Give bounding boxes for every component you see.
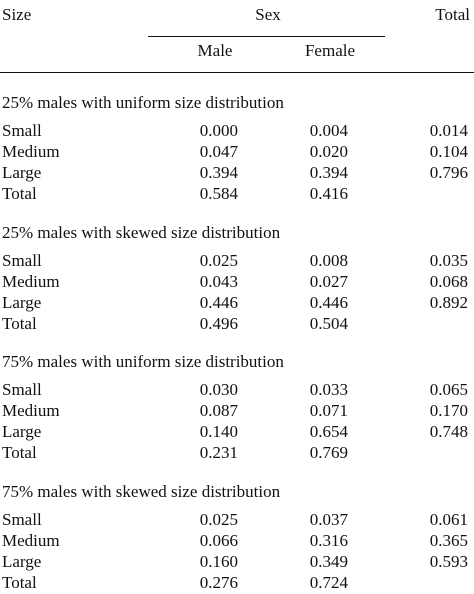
cell-value: 0.000 (199, 121, 238, 140)
cell-value: 0.316 (309, 531, 348, 551)
cell-value: 0.033 (309, 380, 348, 400)
row-label: Total (2, 573, 37, 593)
row-label: Small (2, 380, 42, 400)
female-header: Female (304, 41, 356, 60)
cell-value: 0.170 (429, 401, 468, 421)
row-label: Large (2, 422, 42, 442)
cell-value: 0.043 (199, 271, 238, 291)
section-title: 25% males with uniform size distribution (2, 93, 284, 112)
row-label: Large (2, 552, 42, 572)
cell-value: 0.584 (199, 184, 238, 203)
section-title: 75% males with uniform size distribution (2, 352, 284, 372)
cell-value: 0.071 (309, 401, 348, 421)
cell-value: 0.593 (429, 552, 468, 572)
cell-value: 0.769 (309, 443, 348, 463)
cell-value: 0.066 (199, 531, 238, 551)
cell-value: 0.504 (309, 313, 348, 333)
sex-rule (148, 36, 385, 37)
cell-value: 0.394 (199, 163, 238, 182)
cell-value: 0.349 (309, 552, 348, 572)
row-label: Small (2, 121, 42, 140)
cell-value: 0.446 (199, 292, 238, 312)
cell-value: 0.276 (199, 573, 238, 593)
cell-value: 0.027 (309, 271, 348, 291)
cell-value: 0.014 (429, 121, 468, 140)
cell-value: 0.020 (309, 142, 348, 161)
male-header: Male (197, 41, 233, 60)
cell-value: 0.025 (199, 510, 238, 530)
row-label: Medium (2, 142, 60, 161)
cell-value: 0.004 (309, 121, 348, 140)
row-label: Small (2, 510, 42, 530)
row-label: Medium (2, 531, 60, 551)
row-label: Large (2, 292, 42, 312)
cell-value: 0.087 (199, 401, 238, 421)
cell-value: 0.068 (429, 271, 468, 291)
cell-value: 0.231 (199, 443, 238, 463)
cell-value: 0.065 (429, 380, 468, 400)
cell-value: 0.654 (309, 422, 348, 442)
cell-value: 0.008 (309, 250, 348, 270)
row-label: Medium (2, 271, 60, 291)
cell-value: 0.416 (309, 184, 348, 203)
cell-value: 0.037 (309, 510, 348, 530)
cell-value: 0.061 (429, 510, 468, 530)
cell-value: 0.796 (429, 163, 468, 182)
cell-value: 0.035 (429, 250, 468, 270)
cell-value: 0.025 (199, 250, 238, 270)
cell-value: 0.365 (429, 531, 468, 551)
cell-value: 0.160 (199, 552, 238, 572)
cell-value: 0.104 (429, 142, 468, 161)
cell-value: 0.140 (199, 422, 238, 442)
size-header: Size (2, 5, 32, 24)
sex-header: Sex (255, 5, 281, 24)
cell-value: 0.446 (309, 292, 348, 312)
cell-value: 0.496 (199, 313, 238, 333)
row-label: Total (2, 313, 37, 333)
row-label: Total (2, 184, 37, 203)
total-header: Total (435, 5, 470, 24)
cell-value: 0.047 (199, 142, 238, 161)
row-label: Large (2, 163, 42, 182)
row-label: Small (2, 250, 42, 270)
section-title: 25% males with skewed size distribution (2, 222, 281, 242)
cell-value: 0.892 (429, 292, 468, 312)
section-title: 75% males with skewed size distribution (2, 482, 281, 502)
row-label: Total (2, 443, 37, 463)
header-rule (0, 72, 474, 73)
cell-value: 0.030 (199, 380, 238, 400)
row-label: Medium (2, 401, 60, 421)
cell-value: 0.394 (309, 163, 348, 182)
cell-value: 0.724 (309, 573, 348, 593)
cell-value: 0.748 (429, 422, 468, 442)
